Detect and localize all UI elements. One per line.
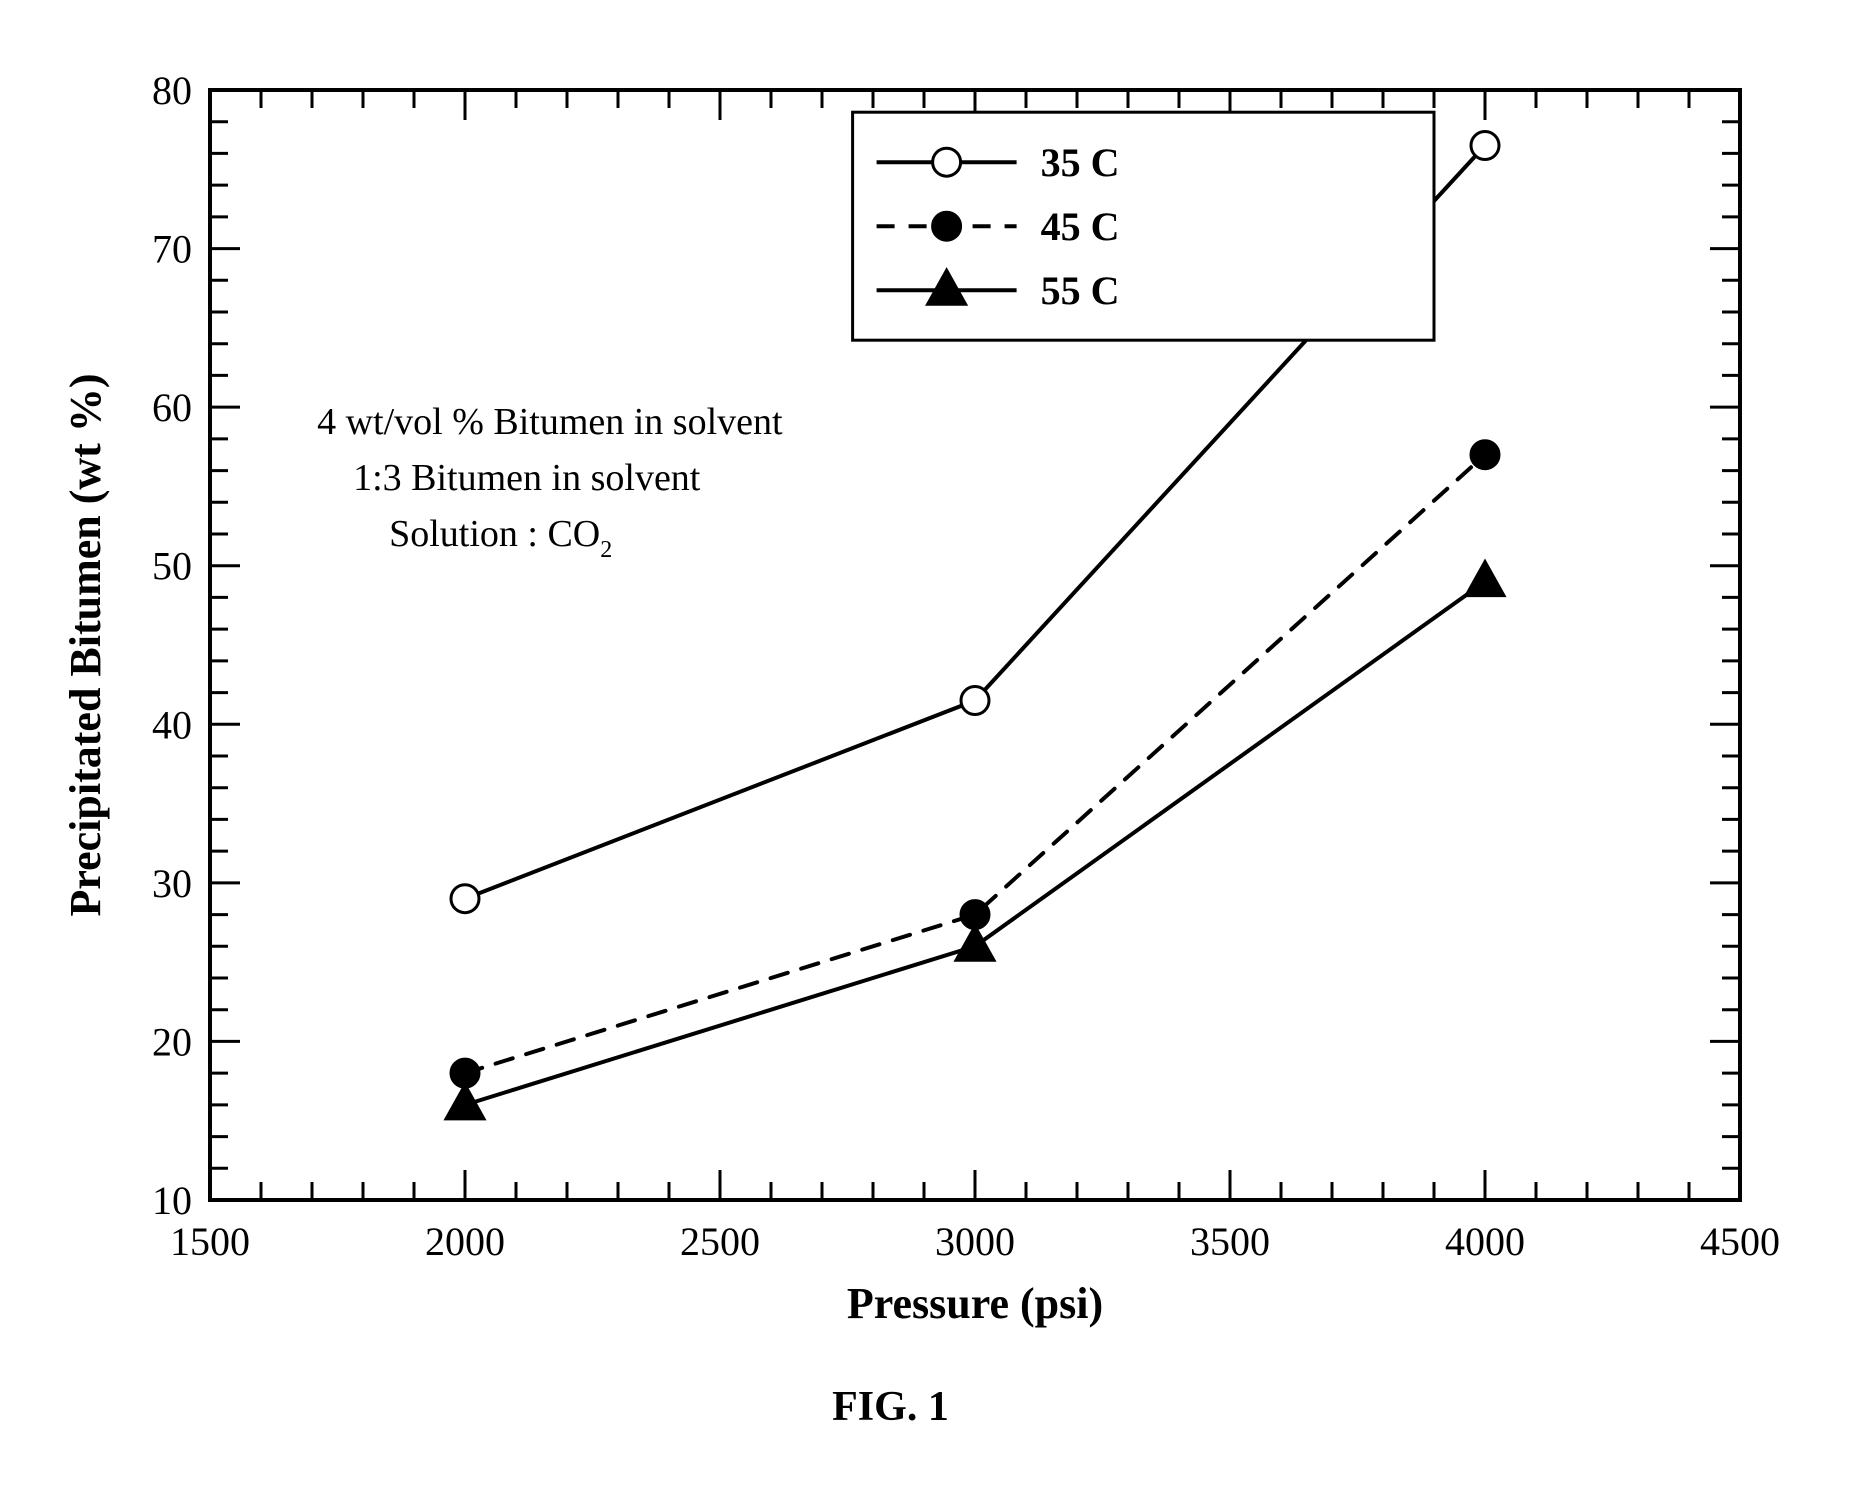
line-chart: 1500 2000 2500 3000 3500 4000 4500 10 20 30 40 50 60…: [0, 0, 1861, 1495]
svg-text:4500: 4500: [1700, 1219, 1780, 1264]
svg-text:35 C: 35 C: [1041, 140, 1120, 185]
svg-text:40: 40: [152, 702, 192, 747]
svg-text:55 C: 55 C: [1041, 268, 1120, 313]
svg-text:70: 70: [152, 227, 192, 272]
svg-text:10: 10: [152, 1178, 192, 1223]
svg-text:2000: 2000: [425, 1219, 505, 1264]
svg-text:20: 20: [152, 1019, 192, 1064]
svg-text:Pressure (psi): Pressure (psi): [847, 1279, 1103, 1328]
svg-text:4000: 4000: [1445, 1219, 1525, 1264]
svg-text:3500: 3500: [1190, 1219, 1270, 1264]
figure-caption: FIG. 1: [832, 1384, 949, 1430]
svg-text:4 wt/vol % Bitumen in solvent: 4 wt/vol % Bitumen in solvent: [317, 401, 783, 443]
svg-text:3000: 3000: [935, 1219, 1015, 1264]
svg-text:1500: 1500: [170, 1219, 250, 1264]
figure-container: 1500 2000 2500 3000 3500 4000 4500 10 20 30 40 50 60…: [0, 0, 1861, 1495]
svg-text:50: 50: [152, 544, 192, 589]
svg-text:1:3 Bitumen in solvent: 1:3 Bitumen in solvent: [353, 457, 701, 499]
svg-text:Precipitated Bitumen (wt %): Precipitated Bitumen (wt %): [61, 374, 110, 917]
svg-text:45 C: 45 C: [1041, 204, 1120, 249]
svg-text:80: 80: [152, 68, 192, 113]
svg-text:2500: 2500: [680, 1219, 760, 1264]
svg-text:60: 60: [152, 385, 192, 430]
svg-text:30: 30: [152, 861, 192, 906]
